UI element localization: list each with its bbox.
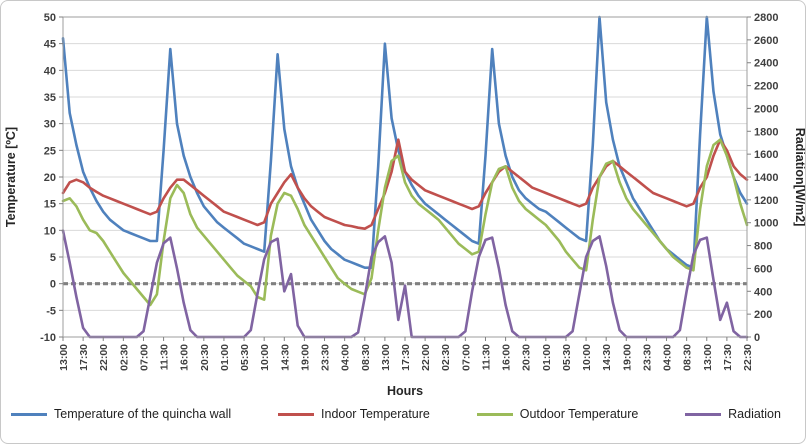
legend-label: Indoor Temperature: [321, 407, 430, 421]
left-axis-tick-label: 30: [44, 119, 56, 131]
right-axis-title: Radiation[W/m2]: [793, 128, 805, 227]
legend-label: Temperature of the quincha wall: [54, 407, 232, 421]
x-axis-tick-label: 07:00: [138, 344, 150, 371]
legend-item-indoor-temperature: Indoor Temperature: [278, 407, 430, 421]
left-axis-tick-label: 15: [44, 199, 56, 211]
x-axis-tick-label: 17:30: [400, 344, 412, 371]
left-axis-tick-label: 10: [44, 225, 56, 237]
x-axis-tick-label: 05:30: [239, 344, 251, 371]
legend-item-radiation: Radiation: [685, 407, 781, 421]
legend-item-outdoor-temperature: Outdoor Temperature: [476, 407, 639, 421]
x-axis-tick-label: 22:00: [420, 344, 432, 371]
left-axis-tick-label: 0: [50, 279, 56, 291]
right-axis-tick-label: 2400: [754, 58, 778, 70]
legend-swatch: [685, 412, 722, 416]
left-axis-title: Temperature [ºC]: [4, 127, 18, 227]
right-axis-tick-label: 2000: [754, 103, 778, 115]
legend-swatch: [278, 412, 315, 416]
left-axis-tick-label: -5: [46, 305, 56, 317]
right-axis-tick-label: 1600: [754, 149, 778, 161]
legend-label: Radiation: [728, 407, 781, 421]
left-axis-tick-label: 45: [44, 39, 56, 51]
right-axis-tick-label: 1200: [754, 195, 778, 207]
x-axis-tick-label: 13:00: [702, 344, 714, 371]
x-axis-tick-label: 17:30: [722, 344, 734, 371]
x-axis-tick-label: 11:30: [159, 344, 171, 370]
legend-item-quincha-wall: Temperature of the quincha wall: [11, 407, 231, 421]
series-line-2: [61, 138, 749, 307]
x-axis-tick-label: 23:30: [641, 344, 653, 371]
left-axis-tick-label: 20: [44, 172, 56, 184]
right-axis-tick-label: 800: [754, 241, 772, 253]
x-axis-tick-label: 22:00: [98, 344, 110, 371]
x-axis-tick-label: 14:30: [279, 344, 291, 371]
x-axis-tick-label: 02:30: [118, 344, 130, 371]
x-axis-tick-label: 10:00: [581, 344, 593, 371]
x-axis-tick-label: 17:30: [78, 344, 90, 371]
series-line-1: [61, 138, 749, 230]
x-axis-tick-label: 02:30: [440, 344, 452, 371]
legend-swatch: [11, 412, 47, 416]
x-axis-tick-label: 04:00: [340, 344, 352, 371]
left-axis-tick-label: 35: [44, 92, 56, 104]
right-axis-tick-label: 200: [754, 309, 772, 321]
x-axis-tick-label: 22:30: [742, 344, 754, 371]
x-axis-tick-label: 01:00: [219, 344, 231, 371]
x-axis-tick-label: 20:30: [521, 344, 533, 371]
x-axis-tick-label: 19:00: [621, 344, 633, 371]
right-axis-tick-label: 0: [754, 332, 760, 344]
x-axis-title: Hours: [387, 384, 423, 398]
left-axis-tick-label: 25: [44, 145, 56, 157]
legend-label: Outdoor Temperature: [519, 407, 639, 421]
x-axis-tick-label: 20:30: [199, 344, 211, 371]
x-axis-tick-label: 16:00: [179, 344, 191, 371]
right-axis-tick-label: 2800: [754, 12, 778, 24]
left-axis-tick-label: 40: [44, 65, 56, 77]
x-axis-tick-label: 13:00: [380, 344, 392, 371]
x-axis-tick-label: 16:00: [501, 344, 513, 371]
x-axis-tick-label: 04:00: [662, 344, 674, 371]
legend-swatch: [476, 412, 513, 416]
x-axis-tick-label: 11:30: [480, 344, 492, 370]
x-axis-tick-label: 10:00: [259, 344, 271, 371]
x-axis-tick-label: 14:30: [601, 344, 613, 371]
right-axis-tick-label: 2200: [754, 81, 778, 93]
x-axis-tick-label: 19:00: [299, 344, 311, 371]
x-axis-tick-label: 01:00: [541, 344, 553, 371]
right-axis-tick-label: 400: [754, 286, 772, 298]
left-axis-tick-label: 5: [50, 252, 56, 264]
right-axis-tick-label: 2600: [754, 35, 778, 47]
x-axis-tick-label: 23:30: [320, 344, 332, 371]
x-axis-tick-label: 13:00: [58, 344, 70, 371]
right-axis-tick-label: 1400: [754, 172, 778, 184]
x-axis-tick-label: 08:30: [682, 344, 694, 371]
left-axis-tick-label: -10: [40, 332, 56, 344]
x-axis-tick-label: 08:30: [360, 344, 372, 371]
right-axis-tick-label: 1800: [754, 126, 778, 138]
chart-legend: Temperature of the quincha wall Indoor T…: [1, 405, 805, 421]
right-axis-tick-label: 1000: [754, 218, 778, 230]
left-axis-tick-label: 50: [44, 12, 56, 24]
chart-canvas: -10 -5 0 5 10 15 20 25 30 35 40 45 50 0 200 400 600 800 10…: [4, 12, 805, 398]
right-axis-tick-label: 600: [754, 263, 772, 275]
x-axis-tick-label: 05:30: [561, 344, 573, 371]
x-axis-tick-label: 07:00: [460, 344, 472, 371]
